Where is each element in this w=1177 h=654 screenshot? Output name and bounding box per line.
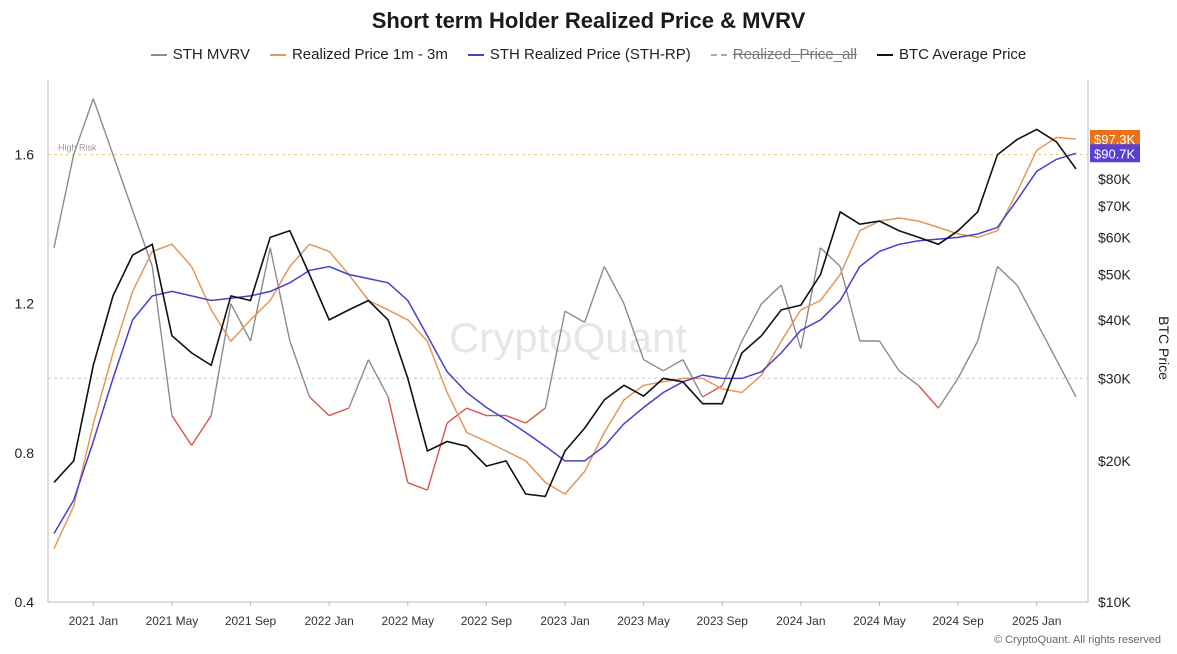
legend-item-sth-rp[interactable]: STH Realized Price (STH-RP) <box>467 46 691 63</box>
x-tick-label: 2022 Jan <box>304 614 353 628</box>
y-right-tick-label: $80K <box>1098 171 1131 187</box>
legend-label: Realized Price 1m - 3m <box>291 46 448 63</box>
series-sth-mvrv-segment <box>996 265 1018 286</box>
series-sth-mvrv-segment <box>151 266 173 416</box>
series-sth-mvrv-segment <box>1055 359 1077 398</box>
series-sth-mvrv-segment <box>426 422 448 491</box>
legend: STH MVRV Realized Price 1m - 3m STH Real… <box>0 46 1177 63</box>
series-sth-mvrv-segment <box>53 154 75 248</box>
legend-item-sth-mvrv[interactable]: STH MVRV <box>150 46 250 63</box>
series-sth-mvrv-segment <box>741 303 763 342</box>
series-sth-mvrv-segment <box>1016 284 1038 323</box>
series-sth-mvrv-segment <box>780 284 802 349</box>
series-sth-mvrv-segment <box>171 415 193 446</box>
series-sth-mvrv-segment <box>367 359 389 398</box>
series-sth-mvrv-segment <box>957 340 979 379</box>
x-tick-label: 2025 Jan <box>1012 614 1061 628</box>
series-sth-mvrv-segment <box>544 311 566 409</box>
series-sth-mvrv-segment <box>309 396 330 417</box>
series-sth-mvrv-segment <box>230 303 252 342</box>
legend-swatch <box>710 53 727 56</box>
legend-item-realized-price-all[interactable]: Realized_Price_all <box>710 46 857 63</box>
price-tag-label: $97.3K <box>1094 132 1136 147</box>
x-tick-label: 2023 May <box>617 614 670 628</box>
series-sth-mvrv-segment <box>348 359 370 409</box>
series-sth-mvrv-segment <box>878 340 900 372</box>
y-right-tick-label: $40K <box>1098 312 1131 328</box>
series-sth-mvrv-segment <box>898 370 920 387</box>
y-left-tick-label: 0.4 <box>15 594 35 610</box>
x-tick-label: 2022 May <box>381 614 434 628</box>
y-left-tick-label: 1.6 <box>15 147 35 163</box>
reference-line-label: High Risk <box>58 143 97 153</box>
series-sth-mvrv-segment <box>603 266 625 305</box>
price-tag <box>1090 144 1140 163</box>
watermark: CryptoQuant <box>449 314 687 361</box>
series-sth-mvrv-segment <box>977 266 999 342</box>
series-sth-mvrv-segment <box>623 303 645 360</box>
series-sth-mvrv-segment <box>328 407 350 417</box>
series-sth-mvrv-segment <box>643 359 664 372</box>
series-sth-mvrv-segment <box>190 415 212 446</box>
y-left-tick-label: 1.2 <box>15 296 35 312</box>
legend-swatch <box>269 53 286 56</box>
series-sth-mvrv-segment <box>112 154 134 211</box>
series-sth-mvrv-segment <box>839 266 861 342</box>
series-sth-mvrv-segment <box>466 407 487 417</box>
price-tag-label: $90.7K <box>1094 146 1136 161</box>
copyright: © CryptoQuant. All rights reserved <box>993 634 1161 646</box>
x-tick-label: 2024 Sep <box>932 614 984 628</box>
legend-item-btc-average-price[interactable]: BTC Average Price <box>876 46 1027 63</box>
chart-title: Short term Holder Realized Price & MVRV <box>371 8 806 33</box>
series-line-sth-realized-price-sth-rp- <box>53 152 1077 534</box>
x-tick-label: 2021 Sep <box>225 614 277 628</box>
series-sth-mvrv-segment <box>210 303 232 416</box>
series-sth-mvrv-segment <box>918 385 939 409</box>
series-sth-mvrv-segment <box>583 266 605 323</box>
y-right-tick-label: $30K <box>1098 370 1131 386</box>
series-sth-mvrv-segment <box>387 396 409 483</box>
series-sth-mvrv-segment <box>525 407 546 424</box>
price-tag <box>1090 129 1140 148</box>
legend-swatch <box>150 53 167 56</box>
x-tick-label: 2022 Sep <box>461 614 513 628</box>
series-sth-mvrv-segment <box>72 98 94 155</box>
legend-label: STH MVRV <box>172 46 250 63</box>
x-tick-label: 2021 Jan <box>69 614 118 628</box>
legend-swatch <box>876 53 893 56</box>
legend-item-realized-price-1m-3m[interactable]: Realized Price 1m - 3m <box>269 46 448 63</box>
legend-swatch <box>467 53 484 56</box>
x-tick-label: 2023 Sep <box>697 614 749 628</box>
series-sth-mvrv-segment <box>269 247 291 342</box>
series-sth-mvrv-segment <box>761 284 782 305</box>
legend-label: STH Realized Price (STH-RP) <box>489 46 691 63</box>
y-right-tick-label: $70K <box>1098 198 1131 214</box>
right-axis-title: BTC Price <box>1155 316 1172 380</box>
series-sth-mvrv-segment <box>289 340 311 398</box>
series-line-btc-average-price <box>53 128 1077 498</box>
y-right-tick-label: $60K <box>1098 229 1131 245</box>
y-left-tick-label: 0.8 <box>15 445 35 461</box>
series-sth-mvrv-segment <box>505 414 526 424</box>
series-sth-mvrv-segment <box>820 247 841 267</box>
x-tick-label: 2024 May <box>853 614 906 628</box>
y-right-tick-label: $50K <box>1098 266 1131 282</box>
series-sth-mvrv-segment <box>800 247 822 349</box>
legend-label: BTC Average Price <box>898 46 1027 63</box>
x-tick-label: 2024 Jan <box>776 614 825 628</box>
series-line-realized-price-1m-3m <box>53 136 1077 549</box>
series-sth-mvrv-segment <box>92 98 114 155</box>
series-sth-mvrv-segment <box>662 359 684 372</box>
series-sth-mvrv-segment <box>564 310 586 323</box>
series-sth-mvrv-segment <box>446 407 468 424</box>
x-tick-label: 2023 Jan <box>540 614 589 628</box>
y-right-tick-label: $20K <box>1098 453 1131 469</box>
legend-label: Realized_Price_all <box>732 46 857 63</box>
series-sth-mvrv-segment <box>1036 322 1057 360</box>
series-sth-mvrv-segment <box>937 377 959 409</box>
y-right-tick-label: $10K <box>1098 594 1131 610</box>
x-tick-label: 2021 May <box>146 614 199 628</box>
series-sth-mvrv-segment <box>407 482 428 491</box>
